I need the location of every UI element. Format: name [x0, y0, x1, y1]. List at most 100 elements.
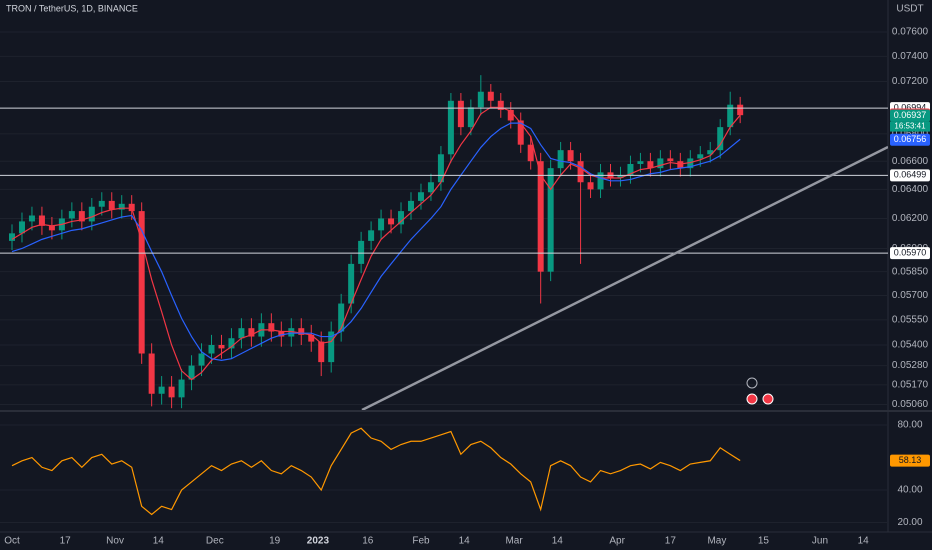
trend-line	[361, 145, 888, 410]
candle-body	[198, 353, 205, 366]
price-tag	[890, 109, 930, 122]
candle-body	[178, 379, 185, 398]
x-tick-label: 14	[153, 536, 165, 547]
candle-body	[68, 211, 75, 219]
x-tick-label: 17	[665, 536, 677, 547]
candle-body	[417, 192, 424, 201]
candle-body	[637, 161, 644, 164]
candle-body	[278, 331, 285, 337]
x-tick-label: 2023	[307, 536, 330, 547]
candle-body	[487, 91, 494, 101]
chart-title: TRON / TetherUS, 1D, BINANCE	[6, 3, 138, 13]
y-tick-label: 0.07200	[892, 76, 929, 87]
candle-body	[38, 215, 45, 226]
candle-body	[118, 203, 125, 210]
candle-body	[567, 150, 574, 162]
candle-body	[707, 150, 714, 155]
candle-body	[427, 182, 434, 193]
candle-body	[148, 353, 155, 394]
price-tag-label: 0.06756	[894, 134, 927, 144]
candle-body	[368, 230, 375, 241]
candle-body	[737, 104, 744, 116]
candle-body	[477, 91, 484, 108]
x-tick-label: 16	[362, 536, 374, 547]
candle-body	[497, 100, 504, 110]
candle-body	[188, 365, 195, 380]
candle-body	[537, 161, 544, 272]
candle-body	[288, 328, 295, 337]
candle-body	[647, 161, 654, 169]
y-tick-label: 0.05400	[892, 340, 929, 351]
candle-body	[168, 386, 175, 398]
icon[interactable]	[746, 377, 758, 389]
candle-body	[98, 200, 105, 207]
candle-body	[547, 168, 554, 272]
candle-body	[28, 215, 35, 222]
x-tick-label: Dec	[206, 536, 224, 547]
candle-body	[9, 233, 15, 241]
candle-body	[338, 303, 345, 332]
y-tick-label: 0.06400	[892, 184, 929, 195]
price-tag-label: 0.06499	[894, 170, 927, 180]
countdown: 16:53:41	[894, 122, 926, 131]
y-tick-label: 0.07400	[892, 51, 929, 62]
icon[interactable]	[746, 393, 758, 405]
candle-body	[717, 127, 724, 151]
candle-body	[318, 341, 325, 363]
candle-body	[447, 100, 454, 155]
x-tick-label: Mar	[505, 536, 523, 547]
x-tick-label: 14	[459, 536, 471, 547]
x-tick-label: May	[707, 536, 726, 547]
price-tag-label: 0.06937	[894, 110, 927, 120]
y-tick-label: 0.05170	[892, 379, 929, 390]
candle-body	[617, 175, 624, 178]
candle-body	[308, 334, 315, 342]
y-tick-label: 80.00	[897, 420, 922, 431]
price-tag	[890, 133, 930, 146]
candle-body	[577, 161, 584, 183]
price-tag	[890, 169, 930, 182]
candle-body	[667, 158, 674, 162]
candle-body	[238, 328, 245, 339]
icon[interactable]	[762, 393, 774, 405]
candle-body	[687, 158, 694, 169]
y-tick-label: 40.00	[897, 485, 922, 496]
y-tick-label: 0.06600	[892, 156, 929, 167]
candle-body	[587, 182, 594, 190]
price-tag-label: 0.05970	[894, 247, 927, 257]
x-tick-label: 17	[60, 536, 72, 547]
candle-body	[677, 161, 684, 169]
candle-body	[517, 120, 524, 145]
x-tick-label: Jun	[812, 536, 828, 547]
price-tag-label: 0.06994	[894, 102, 927, 112]
candle-body	[88, 206, 95, 222]
price-tag	[890, 454, 930, 467]
candle-body	[457, 100, 464, 128]
candle-body	[388, 218, 395, 225]
x-tick-label: 14	[552, 536, 564, 547]
y-tick-label: 0.05280	[892, 360, 929, 371]
candle-body	[218, 344, 225, 349]
candle-body	[527, 144, 534, 162]
series-line	[11, 122, 741, 361]
candle-body	[398, 211, 405, 225]
y-tick-label: 0.06200	[892, 213, 929, 224]
y-tick-label: 0.05850	[892, 266, 929, 277]
candle-body	[298, 328, 305, 335]
x-tick-label: Apr	[609, 536, 625, 547]
candle-body	[378, 218, 385, 231]
candle-body	[437, 154, 444, 183]
candle-body	[358, 240, 365, 264]
candle-body	[507, 109, 514, 121]
candle-body	[18, 221, 25, 234]
x-tick-label: Oct	[4, 536, 20, 547]
x-tick-label: 15	[758, 536, 770, 547]
candle-body	[727, 104, 734, 128]
y-tick-label: 20.00	[897, 517, 922, 528]
series-line	[11, 106, 741, 381]
candle-body	[48, 225, 55, 231]
event-icons	[746, 377, 774, 405]
candle-body	[597, 172, 604, 190]
